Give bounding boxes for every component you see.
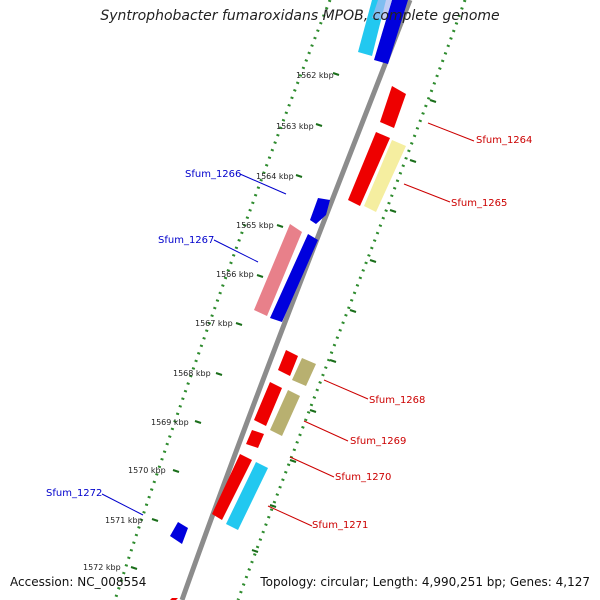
gene-feature-red-1269	[254, 382, 282, 426]
tick-label: 1572 kbp	[83, 563, 121, 572]
tick-labels: 1562 kbp 1563 kbp 1564 kbp 1565 kbp 1566…	[83, 71, 334, 572]
tick-label: 1570 kbp	[128, 466, 166, 475]
gene-label-sfum-1267: Sfum_1267	[158, 235, 214, 246]
gene-label-sfum-1266: Sfum_1266	[185, 169, 241, 180]
gene-feature-sfum-1271	[226, 462, 268, 530]
gene-label-sfum-1269: Sfum_1269	[350, 436, 406, 447]
tick-label: 1567 kbp	[195, 319, 233, 328]
gene-label-sfum-1268: Sfum_1268	[369, 395, 425, 406]
inner-ring-ticks	[251, 99, 437, 553]
accession-text: Accession: NC_008554	[10, 575, 147, 589]
gene-feature-red-1271	[212, 454, 252, 520]
outer-dotted-ring	[113, 0, 332, 600]
gene-labels: Sfum_1266 Sfum_1267 Sfum_1272 Sfum_1264 …	[46, 135, 532, 531]
gene-feature-sfum-1266	[310, 198, 330, 224]
gene-feature-red-1265	[348, 132, 390, 206]
gene-label-sfum-1271: Sfum_1271	[312, 520, 368, 531]
gene-label-sfum-1272: Sfum_1272	[46, 488, 102, 499]
genome-summary-text: Topology: circular; Length: 4,990,251 bp…	[260, 575, 590, 589]
gene-feature-sfum-1272	[170, 522, 188, 544]
gene-feature-sfum-1269	[270, 390, 300, 436]
ruler-ticks	[130, 72, 340, 570]
gene-feature-sfum-1265	[364, 140, 406, 212]
gene-label-sfum-1270: Sfum_1270	[335, 472, 391, 483]
label-connectors	[101, 122, 475, 527]
gene-label-sfum-1264: Sfum_1264	[476, 135, 532, 146]
gene-feature-pale	[372, 0, 392, 20]
tick-label: 1566 kbp	[216, 270, 254, 279]
gene-feature-blue-long	[270, 234, 318, 322]
gene-features	[170, 0, 408, 600]
map-title: Syntrophobacter fumaroxidans MPOB, compl…	[100, 8, 500, 24]
tick-label: 1571 kbp	[105, 516, 143, 525]
tick-label: 1565 kbp	[236, 221, 274, 230]
tick-label: 1563 kbp	[276, 122, 314, 131]
tick-label: 1562 kbp	[296, 71, 334, 80]
tick-label: 1569 kbp	[151, 418, 189, 427]
tick-label: 1564 kbp	[256, 172, 294, 181]
gene-feature-blue	[374, 0, 408, 64]
gene-feature-sfum-1268	[292, 358, 316, 386]
gene-feature-sfum-1267	[254, 224, 302, 316]
gene-feature-sfum-1264	[380, 86, 406, 128]
tick-label: 1568 kbp	[173, 369, 211, 378]
gene-feature-red-1268	[278, 350, 298, 376]
gene-label-sfum-1265: Sfum_1265	[451, 198, 507, 209]
gene-feature-sfum-1270	[246, 430, 264, 448]
